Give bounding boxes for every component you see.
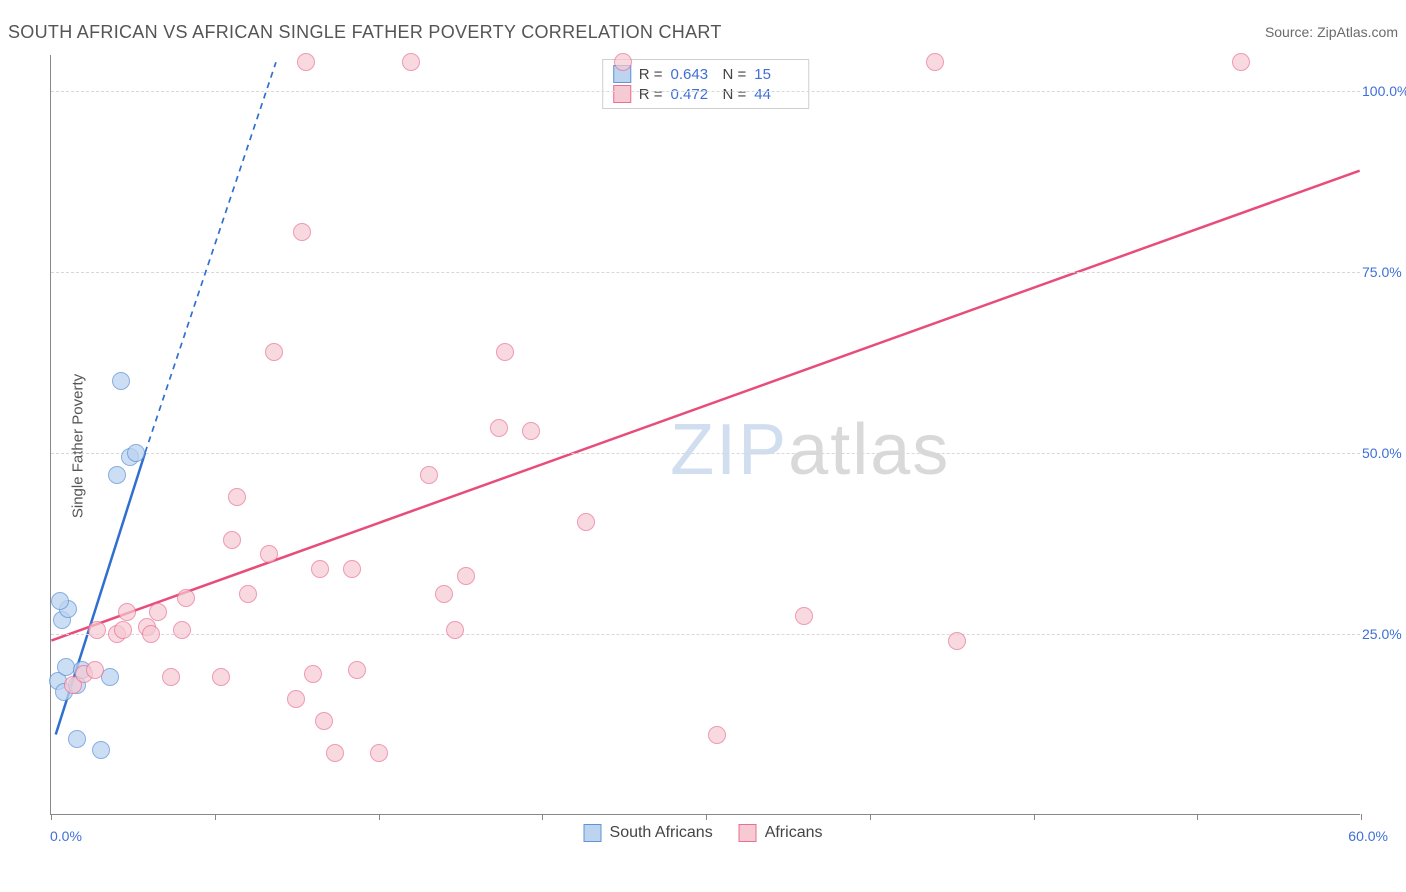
data-point-africans [420,466,438,484]
x-tick [379,814,380,820]
data-point-africans [293,223,311,241]
data-point-africans [173,621,191,639]
data-point-south_africans [68,730,86,748]
data-point-africans [265,343,283,361]
data-point-africans [948,632,966,650]
data-point-africans [926,53,944,71]
data-point-africans [614,53,632,71]
data-point-south_africans [112,372,130,390]
data-point-africans [343,560,361,578]
data-point-africans [490,419,508,437]
correlation-legend: R = 0.643 N = 15 R = 0.472 N = 44 [602,59,810,109]
data-point-africans [795,607,813,625]
data-point-africans [142,625,160,643]
gridline-h [51,91,1360,92]
x-axis-max-label: 60.0% [1348,828,1388,844]
data-point-africans [304,665,322,683]
chart-source: Source: ZipAtlas.com [1265,24,1398,40]
data-point-africans [370,744,388,762]
swatch-africans [613,85,631,103]
data-point-south_africans [92,741,110,759]
swatch-south-africans-icon [584,824,602,842]
data-point-africans [1232,53,1250,71]
y-tick-label: 50.0% [1362,445,1406,461]
data-point-africans [114,621,132,639]
n-value-2: 44 [754,86,798,103]
data-point-africans [223,531,241,549]
data-point-africans [88,621,106,639]
trend-line-dash-south_africans [145,62,276,452]
data-point-africans [162,668,180,686]
x-tick [706,814,707,820]
data-point-africans [311,560,329,578]
gridline-h [51,272,1360,273]
data-point-south_africans [101,668,119,686]
chart-title: SOUTH AFRICAN VS AFRICAN SINGLE FATHER P… [8,22,722,43]
data-point-africans [228,488,246,506]
chart-container: SOUTH AFRICAN VS AFRICAN SINGLE FATHER P… [0,0,1406,892]
data-point-africans [446,621,464,639]
x-axis-min-label: 0.0% [50,828,82,844]
data-point-south_africans [108,466,126,484]
n-label: N = [723,86,747,103]
r-value-1: 0.643 [671,66,715,83]
x-tick [1197,814,1198,820]
r-label: R = [639,86,663,103]
swatch-africans-icon [739,824,757,842]
data-point-africans [287,690,305,708]
data-point-south_africans [127,444,145,462]
data-point-africans [177,589,195,607]
trend-line-africans [51,171,1359,641]
watermark-zip: ZIP [670,410,788,490]
x-tick [542,814,543,820]
data-point-africans [577,513,595,531]
data-point-africans [149,603,167,621]
data-point-africans [260,545,278,563]
data-point-africans [457,567,475,585]
legend-item-south-africans: South Africans [584,824,713,842]
x-tick [1361,814,1362,820]
title-bar: SOUTH AFRICAN VS AFRICAN SINGLE FATHER P… [8,18,1398,46]
data-point-africans [496,343,514,361]
y-tick-label: 75.0% [1362,264,1406,280]
data-point-africans [297,53,315,71]
data-point-africans [86,661,104,679]
x-tick [870,814,871,820]
data-point-africans [118,603,136,621]
x-tick [51,814,52,820]
n-value-1: 15 [754,66,798,83]
n-label: N = [723,66,747,83]
correlation-row-2: R = 0.472 N = 44 [613,84,799,104]
data-point-africans [402,53,420,71]
data-point-africans [435,585,453,603]
data-point-africans [708,726,726,744]
series-legend: South Africans Africans [584,824,823,842]
legend-label-1: South Africans [610,824,713,842]
data-point-africans [315,712,333,730]
y-tick-label: 100.0% [1362,83,1406,99]
plot-area: ZIPatlas R = 0.643 N = 15 R = 0.472 N = … [50,55,1360,815]
legend-item-africans: Africans [739,824,823,842]
correlation-row-1: R = 0.643 N = 15 [613,64,799,84]
y-tick-label: 25.0% [1362,626,1406,642]
trend-lines-svg [51,55,1360,814]
x-tick [215,814,216,820]
data-point-africans [522,422,540,440]
gridline-h [51,634,1360,635]
data-point-south_africans [51,592,69,610]
r-value-2: 0.472 [671,86,715,103]
watermark: ZIPatlas [670,409,950,491]
x-tick [1034,814,1035,820]
data-point-africans [348,661,366,679]
data-point-africans [239,585,257,603]
r-label: R = [639,66,663,83]
data-point-africans [212,668,230,686]
gridline-h [51,453,1360,454]
watermark-atlas: atlas [788,410,950,490]
data-point-africans [326,744,344,762]
legend-label-2: Africans [765,824,823,842]
